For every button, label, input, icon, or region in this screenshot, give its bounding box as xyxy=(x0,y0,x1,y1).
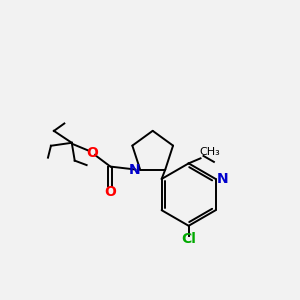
Text: CH₃: CH₃ xyxy=(200,147,220,157)
Text: O: O xyxy=(104,185,116,200)
Text: N: N xyxy=(216,172,228,186)
Text: N: N xyxy=(129,163,141,176)
Text: O: O xyxy=(87,146,98,160)
Text: Cl: Cl xyxy=(181,232,196,246)
